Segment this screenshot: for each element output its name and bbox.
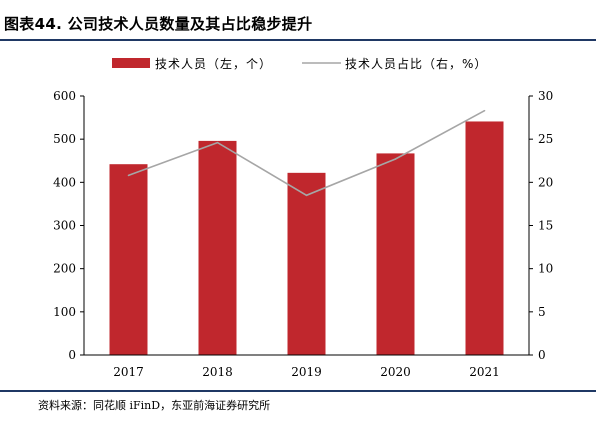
bar-2017 [109,164,148,355]
x-axis-tick-label: 2017 [113,365,144,379]
bar-2019 [287,172,326,355]
legend: 技术人员（左，个） 技术人员占比（右，%） [112,56,487,71]
left-axis-tick-label: 100 [53,305,76,319]
right-axis-tick-label: 25 [538,132,553,146]
share-point-2020 [394,158,397,160]
title-divider [0,39,596,41]
share-point-2019 [305,194,308,197]
right-axis-tick-label: 30 [538,89,553,103]
right-axis-tick-label: 5 [538,305,546,319]
x-axis-tick-label: 2018 [202,365,233,379]
left-axis: 0 100 200 300 400 500 600 [53,89,85,362]
line-series [127,109,486,197]
share-point-2017 [127,174,130,177]
right-axis-tick-label: 10 [538,262,553,276]
legend-bar-swatch [112,58,150,68]
legend-bar-label: 技术人员（左，个） [155,56,272,71]
figure-title: 图表44. 公司技术人员数量及其占比稳步提升 [4,15,313,33]
legend-line-label: 技术人员占比（右，%） [345,56,487,71]
right-axis-tick-label: 15 [538,219,553,233]
left-axis-tick-label: 400 [53,175,76,189]
left-axis-tick-label: 300 [53,219,76,233]
left-axis-tick-label: 0 [68,348,76,362]
right-axis-tick-label: 0 [538,348,546,362]
bar-2021 [465,121,504,356]
right-axis: 0 5 10 15 20 25 30 [528,89,553,362]
x-axis-tick-label: 2021 [469,365,500,379]
share-point-2018 [216,141,219,144]
right-axis-tick-label: 20 [538,175,553,189]
bar-2020 [376,153,415,355]
source-note: 资料来源：同花顺 iFinD，东亚前海证券研究所 [38,399,271,412]
x-axis-tick-label: 2019 [291,365,322,379]
x-axis: 2017 2018 2019 2020 2021 [84,354,529,379]
left-axis-tick-label: 500 [53,132,76,146]
source-divider [0,390,596,392]
x-axis-tick-label: 2020 [380,365,411,379]
left-axis-tick-label: 200 [53,262,76,276]
left-axis-tick-label: 600 [53,89,76,103]
bar-series [109,121,504,356]
bar-2018 [198,140,237,355]
share-point-2021 [483,109,486,112]
